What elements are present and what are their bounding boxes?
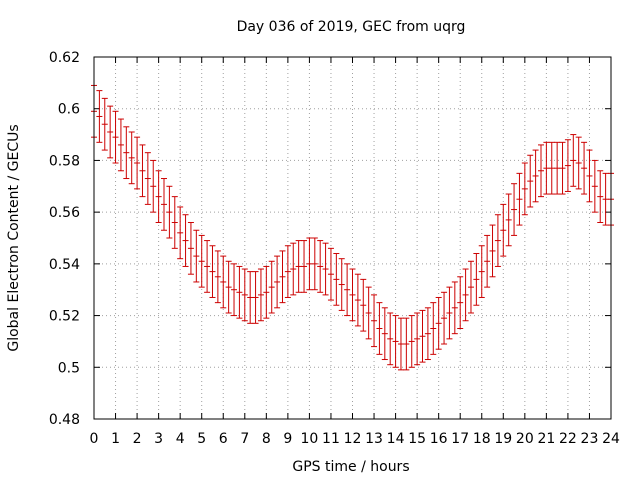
x-tick-label: 3 — [154, 431, 163, 447]
x-tick-label: 17 — [451, 431, 469, 447]
x-tick-label: 18 — [473, 431, 491, 447]
x-tick-label: 22 — [559, 431, 577, 447]
y-tick-label: 0.56 — [49, 205, 80, 221]
x-tick-label: 13 — [365, 431, 383, 447]
y-tick-label: 0.52 — [49, 309, 80, 325]
x-tick-label: 23 — [581, 431, 599, 447]
x-tick-label: 2 — [133, 431, 142, 447]
error-bars — [91, 84, 614, 371]
x-tick-label: 9 — [283, 431, 292, 447]
y-tick-label: 0.6 — [58, 102, 80, 118]
y-axis-label: Global Electron Content / GECUs — [6, 124, 22, 351]
x-tick-label: 14 — [387, 431, 405, 447]
x-axis: 0 1 2 3 4 5 6 7 8 9 10 11 12 13 14 15 16 17 18 19 20 21 22 23 24 — [90, 57, 620, 447]
x-axis-label: GPS time / hours — [292, 459, 409, 475]
y-tick-label: 0.48 — [49, 412, 80, 428]
chart-title: Day 036 of 2019, GEC from uqrg — [237, 19, 466, 35]
x-tick-label: 5 — [197, 431, 206, 447]
x-tick-label: 8 — [262, 431, 271, 447]
x-tick-label: 20 — [516, 431, 534, 447]
x-tick-label: 24 — [602, 431, 620, 447]
y-tick-label: 0.54 — [49, 257, 80, 273]
x-tick-label: 12 — [344, 431, 362, 447]
x-tick-label: 1 — [111, 431, 120, 447]
x-tick-label: 0 — [90, 431, 99, 447]
y-axis: 0.48 0.5 0.52 0.54 0.56 0.58 0.6 0.62 — [49, 50, 611, 428]
y-tick-label: 0.58 — [49, 153, 80, 169]
x-tick-label: 21 — [537, 431, 555, 447]
y-tick-label: 0.62 — [49, 50, 80, 66]
y-tick-label: 0.5 — [58, 360, 80, 376]
x-tick-label: 16 — [430, 431, 448, 447]
x-tick-label: 7 — [240, 431, 249, 447]
x-tick-label: 10 — [301, 431, 319, 447]
x-tick-label: 6 — [219, 431, 228, 447]
data-points — [91, 110, 614, 345]
x-tick-label: 4 — [176, 431, 185, 447]
plot-frame — [93, 56, 612, 420]
x-tick-label: 19 — [494, 431, 512, 447]
x-tick-label: 15 — [408, 431, 426, 447]
x-tick-label: 11 — [322, 431, 340, 447]
